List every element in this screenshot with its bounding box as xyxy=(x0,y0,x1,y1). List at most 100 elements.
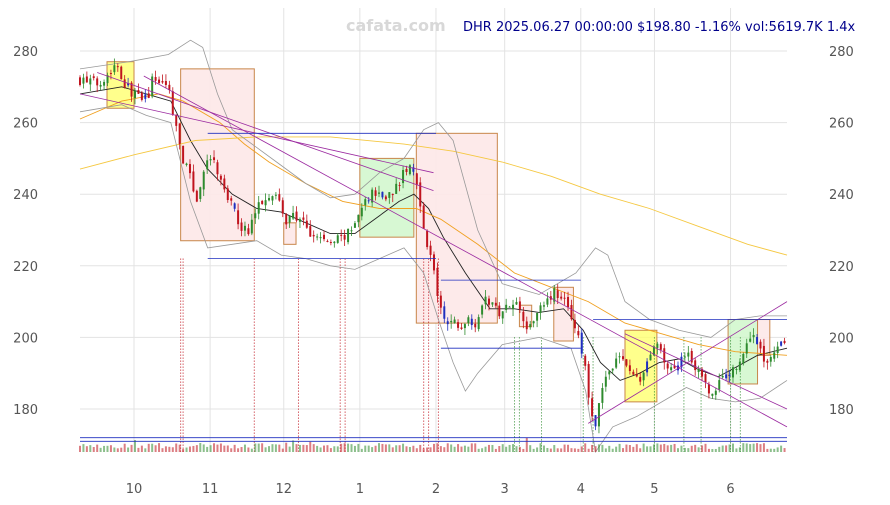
volume-bar xyxy=(264,447,267,452)
candle-body xyxy=(766,360,769,363)
volume-bar xyxy=(604,448,607,452)
y-tick-label-left: 280 xyxy=(13,45,38,60)
x-tick-label: 2 xyxy=(432,482,440,497)
volume-bar xyxy=(467,446,470,452)
candle-body xyxy=(711,393,714,396)
volume-bar xyxy=(532,448,535,452)
volume-bar xyxy=(412,445,415,452)
candle-body xyxy=(508,306,511,308)
volume-bar xyxy=(243,444,246,452)
x-tick-label: 11 xyxy=(202,482,219,497)
volume-bar xyxy=(103,445,106,452)
volume-bar xyxy=(109,445,112,452)
trendline-layer xyxy=(79,72,788,442)
volume-bar xyxy=(161,448,164,452)
candle-body xyxy=(271,196,274,201)
candle-body xyxy=(752,334,755,338)
volume-bar xyxy=(371,447,374,452)
candle-body xyxy=(178,123,181,145)
candle-body xyxy=(735,369,738,371)
x-tick-label: 12 xyxy=(275,482,292,497)
watermark: cafata.com xyxy=(346,16,446,35)
volume-bar xyxy=(697,447,700,452)
volume-bar xyxy=(752,443,755,452)
candle-body xyxy=(556,290,559,298)
trendline-trend xyxy=(143,75,788,428)
candle-body xyxy=(364,199,367,206)
candle-body xyxy=(773,352,776,359)
volume-bar xyxy=(670,444,673,452)
volume-bar xyxy=(199,442,202,452)
volume-bar xyxy=(405,446,408,452)
candle-body xyxy=(329,242,332,244)
candle-body xyxy=(168,84,171,91)
volume-bar xyxy=(587,448,590,452)
volume-bar xyxy=(783,448,786,452)
candle-body xyxy=(295,211,298,221)
volume-bar xyxy=(271,444,274,452)
candle-body xyxy=(453,319,456,324)
candle-body xyxy=(714,390,717,395)
y-tick-label-left: 260 xyxy=(13,117,38,132)
volume-bar xyxy=(415,448,418,452)
volume-bar xyxy=(223,445,226,452)
indicator-bollinger xyxy=(79,39,787,338)
candle-body xyxy=(487,298,490,305)
volume-bar xyxy=(316,445,319,452)
candle-body xyxy=(515,301,518,305)
y-tick-label-right: 200 xyxy=(829,331,854,346)
candle-body xyxy=(769,356,772,362)
volume-bar xyxy=(577,448,580,452)
candle-body xyxy=(505,304,508,311)
candle-body xyxy=(553,288,556,302)
volume-bar xyxy=(642,443,645,452)
candle-body xyxy=(316,236,319,238)
volume-bar xyxy=(219,443,222,452)
candle-body xyxy=(408,165,411,175)
volume-bar xyxy=(158,443,161,452)
candle-body xyxy=(563,297,566,299)
candle-body xyxy=(381,191,384,198)
candle-body xyxy=(237,210,240,225)
candle-body xyxy=(783,340,786,344)
candle-body xyxy=(285,214,288,225)
volume-bar xyxy=(591,444,594,452)
candle-body xyxy=(147,93,150,98)
candle-body xyxy=(340,234,343,236)
volume-bar xyxy=(522,448,525,452)
volume-bar xyxy=(298,444,301,452)
candle-body xyxy=(109,73,112,75)
volume-bar xyxy=(567,444,570,452)
candle-body xyxy=(697,369,700,372)
volume-bar xyxy=(429,447,432,452)
y-tick-label-right: 280 xyxy=(829,45,854,60)
volume-bar xyxy=(725,445,728,452)
candle-body xyxy=(405,168,408,172)
candle-body xyxy=(247,228,250,235)
volume-bar xyxy=(446,443,449,452)
volume-bar xyxy=(378,443,381,452)
candle-body xyxy=(219,175,222,180)
volume-bar xyxy=(518,446,521,452)
volume-bar xyxy=(683,447,686,452)
candle-body xyxy=(192,171,195,192)
indicator-sma_mid xyxy=(79,93,788,356)
volume-bar xyxy=(408,446,411,452)
candle-body xyxy=(123,79,126,88)
candle-body xyxy=(302,217,305,220)
candle-body xyxy=(264,200,267,206)
volume-bar xyxy=(491,445,494,452)
volume-bar xyxy=(470,443,473,452)
volume-bar xyxy=(481,448,484,452)
candle-body xyxy=(704,374,707,383)
volume-bar xyxy=(646,446,649,452)
candle-layer xyxy=(79,58,786,434)
candle-body xyxy=(731,367,734,378)
volume-bar xyxy=(168,446,171,452)
volume-bar xyxy=(570,448,573,452)
candle-body xyxy=(542,305,545,307)
candle-body xyxy=(639,376,642,382)
candle-body xyxy=(350,230,353,232)
volume-bar xyxy=(96,444,99,452)
